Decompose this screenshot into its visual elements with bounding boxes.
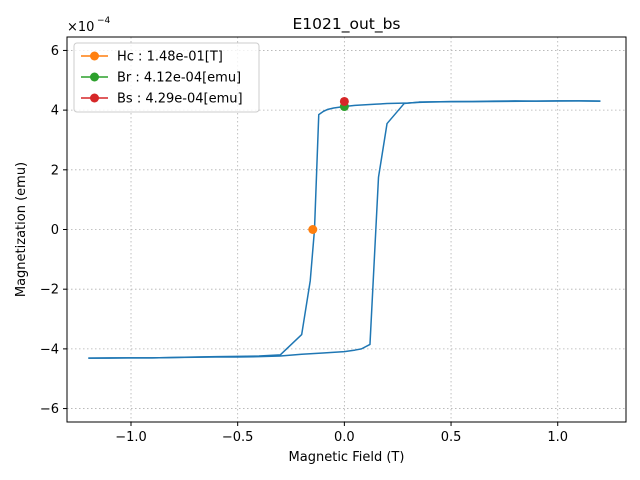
legend: Hc : 1.48e-01[T] Br : 4.12e-04[emu] Bs : 4… xyxy=(73,42,260,113)
legend-swatch-marker xyxy=(90,51,99,61)
y-offset-multiplier: ×10 xyxy=(67,20,94,35)
data-point-marker xyxy=(339,96,349,106)
data-point-marker xyxy=(308,225,318,234)
y-tick-label: −2 xyxy=(40,283,59,298)
axis-ticks: −1.0 −0.5 0.0 0.5 1.0 −6 −4 −2 0 2 4 6 xyxy=(40,44,568,445)
y-tick-label: 6 xyxy=(51,44,59,59)
x-tick-label: 1.0 xyxy=(547,430,568,445)
y-offset-exponent: −4 xyxy=(97,16,111,26)
y-axis-offset: ×10 −4 xyxy=(67,16,111,35)
plot-markers xyxy=(308,96,349,234)
legend-label: Bs : 4.29e-04[emu] xyxy=(117,92,243,107)
y-tick-label: −4 xyxy=(40,342,59,357)
legend-swatch-marker xyxy=(90,72,99,82)
y-tick-label: 4 xyxy=(51,104,59,119)
legend-box xyxy=(73,42,260,113)
x-tick-label: −1.0 xyxy=(115,430,147,445)
legend-label: Hc : 1.48e-01[T] xyxy=(117,50,223,65)
x-tick-label: 0.5 xyxy=(441,430,462,445)
x-tick-label: −0.5 xyxy=(222,430,254,445)
x-axis-label: Magnetic Field (T) xyxy=(289,450,405,465)
hysteresis-branch-2 xyxy=(88,100,601,359)
legend-swatch-marker xyxy=(90,93,99,103)
legend-label: Br : 4.12e-04[emu] xyxy=(117,71,241,86)
y-axis-label: Magnetization (emu) xyxy=(14,162,29,297)
y-tick-label: −6 xyxy=(40,402,59,417)
x-tick-label: 0.0 xyxy=(334,430,355,445)
plot-series xyxy=(88,100,601,359)
y-tick-label: 0 xyxy=(51,223,59,238)
y-tick-label: 2 xyxy=(51,163,59,178)
chart-title: E1021_out_bs xyxy=(292,15,400,34)
